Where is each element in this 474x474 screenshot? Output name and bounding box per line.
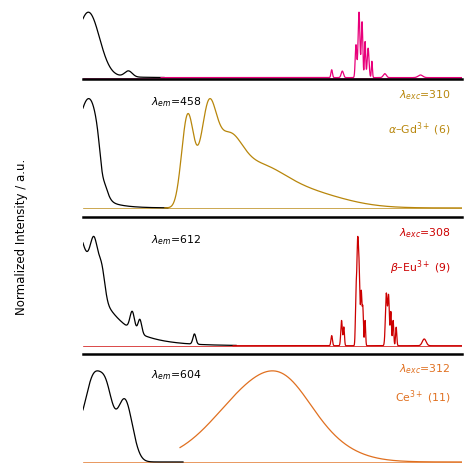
Text: $\lambda_{exc}$=310: $\lambda_{exc}$=310 (399, 89, 451, 102)
Text: $\lambda_{em}$=612: $\lambda_{em}$=612 (151, 233, 201, 247)
Text: $\lambda_{exc}$=308: $\lambda_{exc}$=308 (399, 226, 451, 240)
Text: Ce$^{3+}$ (11): Ce$^{3+}$ (11) (395, 389, 451, 407)
Text: $\alpha$–Gd$^{3+}$ (6): $\alpha$–Gd$^{3+}$ (6) (388, 120, 451, 138)
Text: $\beta$–Eu$^{3+}$ (9): $\beta$–Eu$^{3+}$ (9) (390, 258, 451, 277)
Text: Normalized Intensity / a.u.: Normalized Intensity / a.u. (15, 159, 28, 315)
Text: $\lambda_{exc}$=312: $\lambda_{exc}$=312 (400, 363, 451, 376)
Text: $\lambda_{em}$=604: $\lambda_{em}$=604 (151, 368, 202, 382)
Text: $\lambda_{em}$=458: $\lambda_{em}$=458 (151, 95, 201, 109)
